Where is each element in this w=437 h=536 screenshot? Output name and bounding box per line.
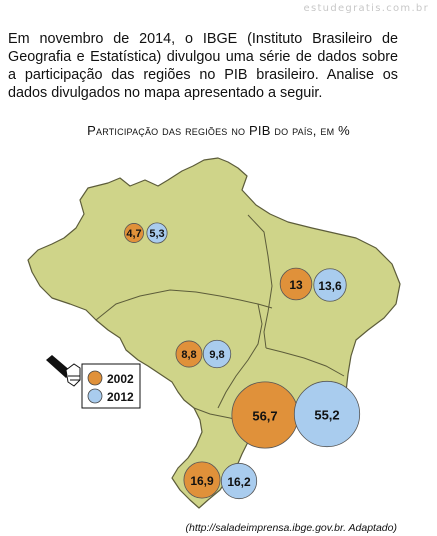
bubble-sudeste-2012 [293,380,361,448]
legend: 2002 2012 [46,355,141,409]
bubble-label-centro-oeste-2012: 9,8 [209,349,224,361]
bubble-nordeste-2002 [279,267,313,301]
brazil-outline [27,157,401,509]
legend-swatch-2002 [87,370,103,386]
bubble-label-nordeste-2012: 13,6 [318,279,342,293]
bubble-label-norte-2012: 5,3 [149,228,164,240]
watermark: estudegratis.com.br [303,3,429,14]
bubble-sul-2002 [183,461,221,499]
bubble-centro-oeste-2002 [175,340,203,368]
bubble-label-sudeste-2002: 56,7 [252,409,277,424]
intro-paragraph: Em novembro de 2014, o IBGE (Instituto B… [8,31,398,101]
bubble-label-sul-2012: 16,2 [227,475,251,489]
border-northeast-southeast [265,347,345,377]
bubble-centro-oeste-2012 [202,339,232,369]
pointing-hand-icon [46,355,81,387]
border-central-southeast [217,303,263,409]
bubble-label-sul-2002: 16,9 [190,474,214,488]
source-citation: (http://saladeimprensa.ibge.gov.br. Adap… [185,522,398,534]
legend-label-2002: 2002 [107,372,134,386]
bubble-norte-2002 [124,223,144,243]
bubble-label-centro-oeste-2002: 8,8 [181,349,196,361]
bubble-label-norte-2002: 4,7 [126,228,141,240]
legend-label-2012: 2012 [107,390,134,404]
bubble-label-sudeste-2012: 55,2 [314,408,339,423]
bubble-label-nordeste-2002: 13 [289,278,303,292]
bubble-layer: 4,7 5,3 13 13,6 8,8 9,8 56,7 55,2 16,9 16,2 [124,222,361,500]
bubble-norte-2012 [146,222,168,244]
chart-title: Participação das regiões no PIB do país,… [87,123,350,138]
legend-swatch-2012 [87,388,103,404]
border-north-northeast [247,214,273,349]
bubble-sul-2012 [220,462,258,500]
border-north-central [95,289,273,321]
bubble-nordeste-2012 [313,268,347,302]
